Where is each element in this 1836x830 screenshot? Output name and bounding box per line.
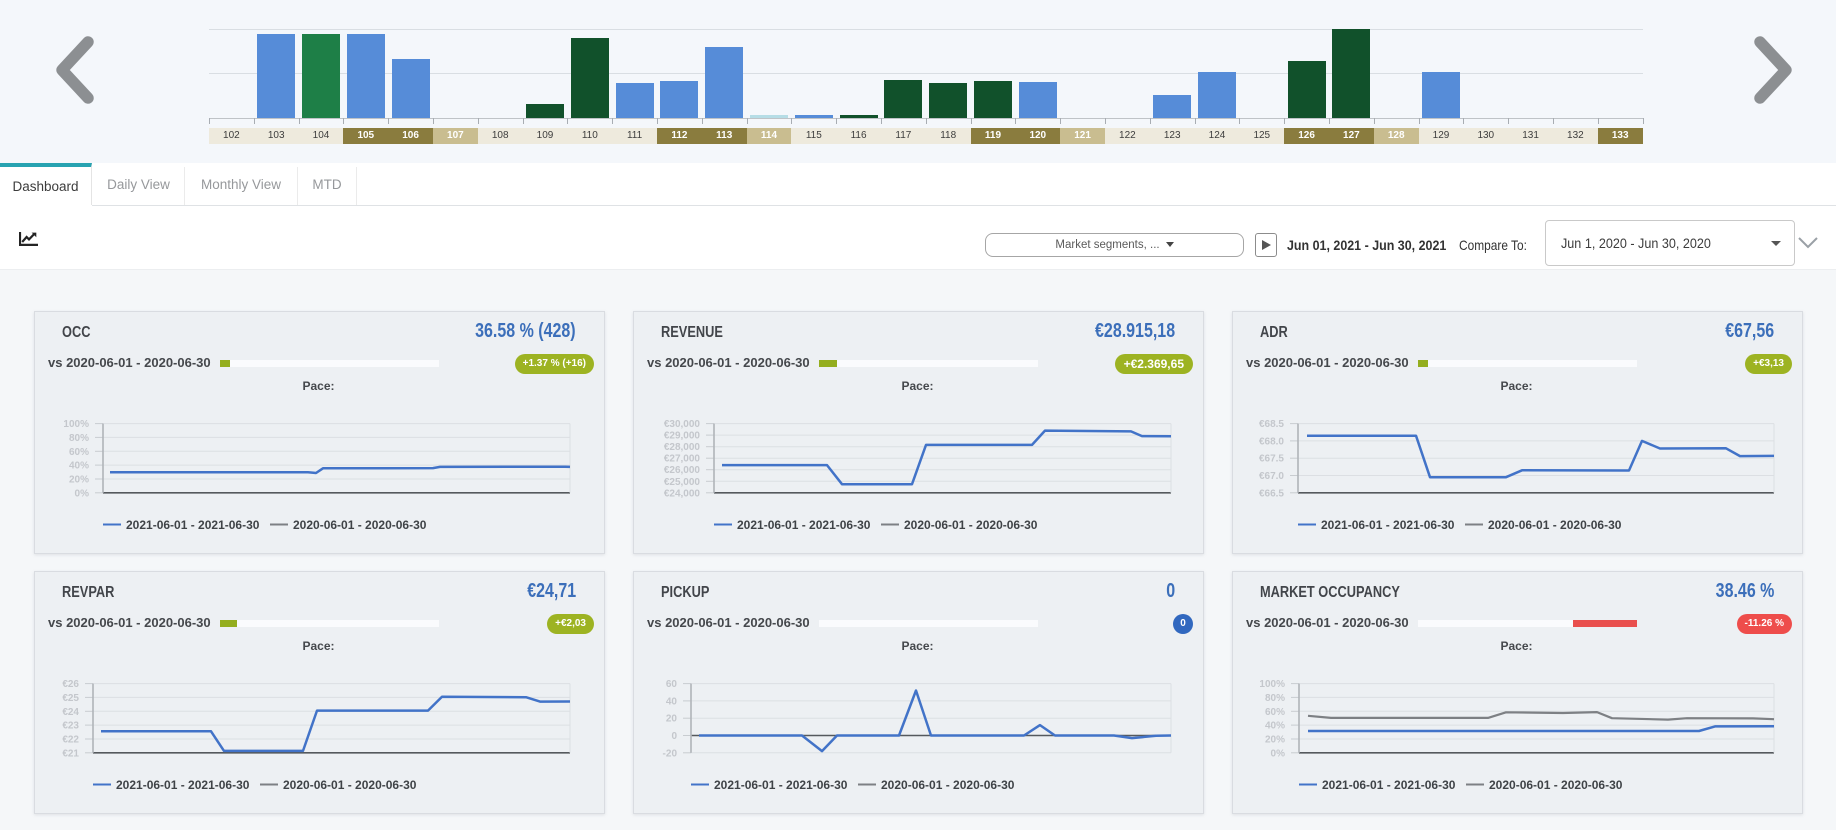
svg-text:20%: 20% xyxy=(69,475,89,486)
svg-text:€21: €21 xyxy=(62,748,79,759)
svg-text:2021-06-01 - 2021-06-30: 2021-06-01 - 2021-06-30 xyxy=(1322,778,1456,792)
svg-text:€66.5: €66.5 xyxy=(1259,488,1284,499)
svg-text:0: 0 xyxy=(671,731,677,742)
svg-text:40%: 40% xyxy=(69,461,89,472)
svg-text:€67.5: €67.5 xyxy=(1259,454,1284,465)
svg-text:€27,000: €27,000 xyxy=(664,454,701,465)
svg-text:80%: 80% xyxy=(1265,693,1285,704)
svg-text:€67.0: €67.0 xyxy=(1259,471,1284,482)
svg-text:40%: 40% xyxy=(1265,721,1285,732)
svg-text:€26: €26 xyxy=(62,679,79,690)
svg-text:2020-06-01 - 2020-06-30: 2020-06-01 - 2020-06-30 xyxy=(904,518,1038,532)
svg-text:€26,000: €26,000 xyxy=(664,465,701,476)
svg-text:€29,000: €29,000 xyxy=(664,431,701,442)
svg-text:€68.5: €68.5 xyxy=(1259,419,1284,430)
svg-text:0%: 0% xyxy=(75,488,90,499)
svg-text:0%: 0% xyxy=(1271,748,1286,759)
svg-text:€25,000: €25,000 xyxy=(664,477,701,488)
svg-text:€24,000: €24,000 xyxy=(664,488,701,499)
svg-text:€24: €24 xyxy=(62,707,79,718)
svg-text:€25: €25 xyxy=(62,693,79,704)
svg-text:2020-06-01 - 2020-06-30: 2020-06-01 - 2020-06-30 xyxy=(283,778,417,792)
svg-text:-20: -20 xyxy=(663,748,678,759)
svg-text:2021-06-01 - 2021-06-30: 2021-06-01 - 2021-06-30 xyxy=(116,778,250,792)
svg-text:€28,000: €28,000 xyxy=(664,442,701,453)
svg-text:20%: 20% xyxy=(1265,735,1285,746)
svg-text:2021-06-01 - 2021-06-30: 2021-06-01 - 2021-06-30 xyxy=(737,518,871,532)
svg-text:60%: 60% xyxy=(1265,707,1285,718)
svg-text:€22: €22 xyxy=(62,735,79,746)
svg-text:2021-06-01 - 2021-06-30: 2021-06-01 - 2021-06-30 xyxy=(1321,518,1455,532)
svg-text:2021-06-01 - 2021-06-30: 2021-06-01 - 2021-06-30 xyxy=(126,518,260,532)
svg-text:40: 40 xyxy=(666,696,678,707)
svg-text:100%: 100% xyxy=(1259,679,1285,690)
svg-text:2020-06-01 - 2020-06-30: 2020-06-01 - 2020-06-30 xyxy=(881,778,1015,792)
svg-text:2020-06-01 - 2020-06-30: 2020-06-01 - 2020-06-30 xyxy=(1488,518,1622,532)
svg-text:€68.0: €68.0 xyxy=(1259,436,1284,447)
svg-text:60%: 60% xyxy=(69,447,89,458)
svg-text:60: 60 xyxy=(666,679,678,690)
svg-text:2021-06-01 - 2021-06-30: 2021-06-01 - 2021-06-30 xyxy=(714,778,848,792)
svg-text:100%: 100% xyxy=(63,419,89,430)
svg-text:80%: 80% xyxy=(69,433,89,444)
svg-text:2020-06-01 - 2020-06-30: 2020-06-01 - 2020-06-30 xyxy=(293,518,427,532)
svg-text:€30,000: €30,000 xyxy=(664,419,701,430)
svg-text:2020-06-01 - 2020-06-30: 2020-06-01 - 2020-06-30 xyxy=(1489,778,1623,792)
svg-text:20: 20 xyxy=(666,714,678,725)
svg-text:€23: €23 xyxy=(62,721,79,732)
